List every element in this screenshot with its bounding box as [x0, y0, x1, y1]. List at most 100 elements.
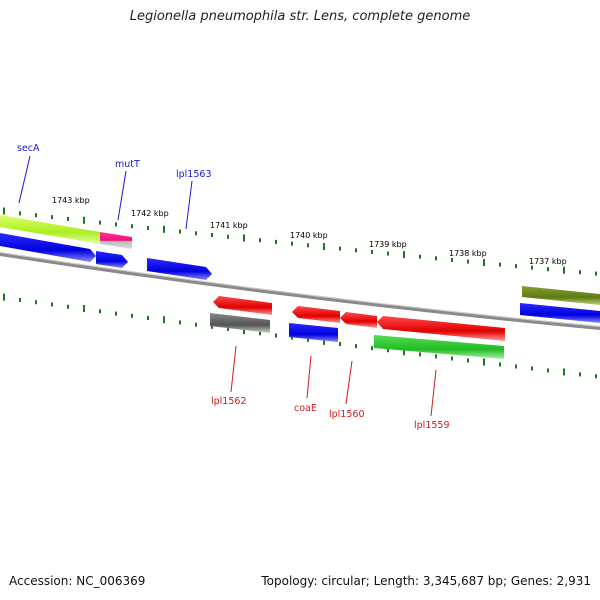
major-tick	[83, 305, 85, 312]
minor-tick	[131, 224, 133, 229]
minor-tick	[227, 234, 229, 239]
gene-feature-lpl1559[interactable]	[377, 316, 505, 341]
minor-tick	[227, 327, 229, 331]
gene-feature-forward-olive[interactable]	[522, 286, 600, 305]
minor-tick	[451, 356, 453, 361]
minor-tick	[579, 270, 581, 275]
minor-tick	[499, 262, 501, 267]
scale-label-1739: 1739 kbp	[369, 240, 407, 249]
minor-tick	[371, 346, 373, 351]
major-tick	[163, 225, 165, 233]
gene-label-lpl1559[interactable]: lpl1559	[414, 420, 450, 431]
map-title: Legionella pneumophila str. Lens, comple…	[129, 9, 471, 24]
minor-tick	[195, 231, 197, 236]
major-tick	[403, 348, 405, 356]
minor-tick	[307, 243, 309, 248]
gene-label-seca[interactable]: secA	[17, 143, 40, 154]
scale-ticks-inner	[3, 293, 597, 379]
minor-tick	[99, 220, 101, 225]
genome-backbone-highlight	[0, 252, 600, 327]
minor-tick	[275, 239, 277, 244]
major-tick	[3, 293, 5, 301]
minor-tick	[435, 256, 437, 261]
minor-tick	[291, 241, 293, 246]
minor-tick	[515, 264, 517, 269]
minor-tick	[547, 368, 549, 373]
minor-tick	[259, 331, 261, 336]
minor-tick	[515, 364, 517, 369]
gene-feature-reverse-green[interactable]	[374, 335, 504, 359]
gene-feature-mutt[interactable]	[100, 232, 132, 249]
major-tick	[563, 266, 565, 274]
gene-label-lpl1562[interactable]: lpl1562	[211, 396, 247, 407]
leader-line-lpl1559	[430, 369, 437, 417]
minor-tick	[339, 342, 341, 346]
gene-label-mutt[interactable]: mutT	[115, 159, 140, 170]
gene-feature-reverse-gray[interactable]	[210, 313, 270, 333]
scale-label-1737: 1737 kbp	[529, 257, 567, 266]
leader-line-coae	[306, 355, 312, 399]
gene-feature-forward-blue-2[interactable]	[96, 251, 128, 268]
minor-tick	[211, 324, 213, 329]
leader-line-lpl1560	[345, 360, 353, 405]
gene-feature-lpl1560[interactable]	[340, 312, 377, 328]
major-tick	[243, 327, 245, 335]
minor-tick	[99, 309, 101, 314]
accession-text: Accession: NC_006369	[9, 574, 146, 588]
gene-feature-coae[interactable]	[292, 306, 340, 323]
gene-feature-forward-blue-1[interactable]	[0, 233, 96, 262]
major-tick	[323, 243, 325, 250]
gene-feature-seca[interactable]	[0, 215, 100, 244]
major-tick	[483, 259, 485, 266]
minor-tick	[115, 311, 117, 316]
minor-tick	[451, 257, 453, 262]
major-tick	[483, 358, 485, 366]
major-tick	[243, 234, 245, 242]
gene-label-lpl1563[interactable]: lpl1563	[176, 169, 212, 180]
major-tick	[403, 251, 405, 259]
minor-tick	[595, 374, 597, 379]
major-tick	[563, 368, 565, 376]
minor-tick	[339, 246, 341, 251]
gene-label-coae[interactable]: coaE	[294, 403, 317, 414]
minor-tick	[115, 222, 117, 227]
minor-tick	[35, 213, 37, 218]
minor-tick	[419, 254, 421, 259]
minor-tick	[211, 233, 213, 237]
scale-ticks-outer	[3, 207, 597, 276]
minor-tick	[131, 313, 133, 318]
minor-tick	[19, 297, 21, 302]
gene-feature-reverse-blue[interactable]	[289, 323, 338, 342]
minor-tick	[499, 362, 501, 367]
minor-tick	[531, 265, 533, 270]
minor-tick	[147, 226, 149, 230]
minor-tick	[195, 322, 197, 327]
gene-label-lpl1560[interactable]: lpl1560	[329, 409, 365, 420]
genome-summary-text: Topology: circular; Length: 3,345,687 bp…	[261, 574, 591, 588]
scale-label-1742: 1742 kbp	[131, 209, 169, 218]
minor-tick	[51, 302, 53, 307]
minor-tick	[579, 372, 581, 377]
major-tick	[3, 207, 5, 215]
minor-tick	[51, 215, 53, 220]
scale-label-1740: 1740 kbp	[290, 231, 328, 240]
minor-tick	[467, 259, 469, 264]
minor-tick	[355, 344, 357, 349]
minor-tick	[179, 229, 181, 234]
minor-tick	[547, 267, 549, 272]
gene-feature-forward-blue-3[interactable]	[520, 303, 600, 323]
leader-line-lpl1563	[185, 180, 193, 230]
leader-line-mutt	[117, 170, 127, 221]
minor-tick	[19, 211, 21, 216]
minor-tick	[67, 216, 69, 221]
scale-label-1738: 1738 kbp	[449, 249, 487, 258]
minor-tick	[67, 304, 69, 309]
gene-feature-lpl1563[interactable]	[147, 258, 212, 280]
leader-line-seca	[18, 155, 31, 204]
leader-line-lpl1562	[230, 345, 237, 393]
minor-tick	[35, 300, 37, 305]
gene-feature-lpl1562[interactable]	[213, 296, 272, 315]
minor-tick	[147, 316, 149, 320]
minor-tick	[371, 249, 373, 254]
